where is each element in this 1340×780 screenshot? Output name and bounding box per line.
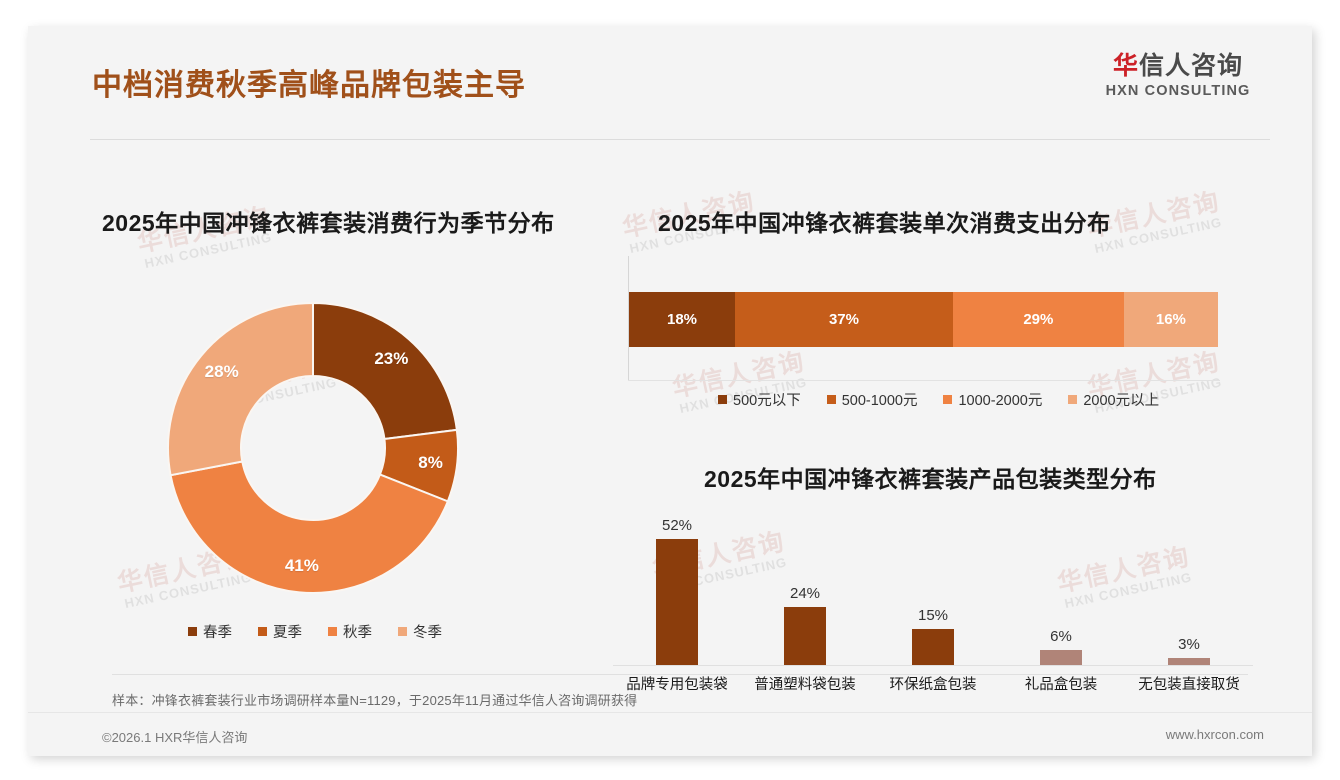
legend-item[interactable]: 2000元以上 (1068, 389, 1159, 410)
column-baseline (613, 665, 1253, 666)
column-value-label: 24% (789, 584, 821, 602)
legend-label: 春季 (203, 625, 232, 641)
donut-slice-value: 8% (418, 452, 443, 472)
column-item: 52% (613, 517, 741, 665)
logo-english: HXN CONSULTING (1105, 82, 1251, 99)
chart-title-packaging: 2025年中国冲锋衣裤套装产品包装类型分布 (704, 466, 1157, 492)
brand-logo: 华信人咨询 HXN CONSULTING (1088, 52, 1268, 99)
column-item: 3% (1125, 636, 1253, 665)
column-value-label: 52% (661, 517, 693, 534)
footnote-text: 样本：冲锋衣裤套装行业市场调研样本量N=1129，于2025年11月通过华信人咨… (112, 693, 638, 708)
donut-slice[interactable] (167, 301, 314, 477)
legend-swatch-icon (943, 395, 953, 404)
spend-legend: 500元以下 500-1000元 1000-2000元 2000元以上 (718, 389, 1185, 410)
column-category-label: 环保纸盒包装 (889, 677, 977, 693)
stacked-bar-segment[interactable]: 16% (1123, 292, 1218, 347)
donut-slice-value: 41% (284, 555, 319, 575)
column-item: 24% (741, 585, 869, 665)
column-bar[interactable] (1168, 657, 1210, 665)
footer-bar: ©2026.1 HXR华信人咨询 www.hxrcon.com (28, 712, 1312, 756)
chart-title-spend: 2025年中国冲锋衣裤套装单次消费支出分布 (658, 210, 1111, 236)
column-category-label: 普通塑料袋包装 (754, 677, 856, 693)
season-legend: 春季 夏季 秋季 冬季 (188, 621, 468, 642)
legend-item[interactable]: 冬季 (398, 621, 442, 642)
donut-slice[interactable] (312, 301, 458, 441)
column-category-label: 品牌专用包装袋 (626, 677, 728, 693)
donut-slice[interactable] (169, 460, 450, 594)
legend-item[interactable]: 夏季 (258, 621, 302, 642)
legend-label: 秋季 (343, 625, 372, 641)
legend-swatch-icon (826, 395, 836, 404)
page-title: 中档消费秋季高峰品牌包装主导 (92, 69, 526, 102)
footer-website: www.hxrcon.com (1165, 727, 1264, 742)
logo-chinese: 华信人咨询 (1088, 52, 1268, 81)
legend-label: 冬季 (413, 625, 442, 641)
donut-slice-value: 28% (204, 362, 239, 382)
stacked-bar: 18% 37% 29% 16% (629, 292, 1218, 347)
logo-rest-chars: 信人咨询 (1139, 52, 1244, 80)
donut-slice-value: 23% (374, 349, 409, 369)
legend-label: 500-1000元 (841, 393, 918, 409)
legend-swatch-icon (328, 627, 337, 636)
legend-item[interactable]: 500元以下 (718, 389, 801, 410)
season-donut-chart: 23% 8% 41% 28% (153, 288, 473, 608)
column-value-label: 6% (1050, 628, 1072, 646)
legend-swatch-icon (398, 627, 407, 636)
chart-title-season: 2025年中国冲锋衣裤套装消费行为季节分布 (102, 210, 555, 236)
legend-swatch-icon (1068, 395, 1078, 404)
stacked-axis-line (628, 256, 629, 381)
legend-swatch-icon (188, 627, 197, 636)
spend-stacked-chart: 18% 37% 29% 16% (628, 256, 1220, 381)
column-value-label: 15% (917, 606, 949, 624)
legend-swatch-icon (258, 627, 267, 636)
stacked-bar-segment[interactable]: 37% (735, 292, 953, 347)
footnote-divider (112, 674, 1248, 675)
header-divider (90, 139, 1270, 140)
legend-item[interactable]: 春季 (188, 621, 232, 642)
donut-svg (167, 301, 459, 594)
logo-accent-char: 华 (1112, 52, 1139, 80)
slide-header: 中档消费秋季高峰品牌包装主导 华信人咨询 HXN CONSULTING (28, 26, 1312, 124)
legend-label: 2000元以上 (1083, 393, 1160, 409)
watermark-en: HXN CONSULTING (1093, 214, 1224, 257)
legend-item[interactable]: 秋季 (328, 621, 372, 642)
column-bar[interactable] (1040, 650, 1082, 665)
legend-label: 500元以下 (733, 393, 801, 409)
column-category-label: 礼品盒包装 (1024, 677, 1098, 693)
legend-item[interactable]: 1000-2000元 (943, 389, 1042, 410)
column-category-label: 无包装直接取货 (1138, 677, 1240, 693)
column-bar[interactable] (656, 539, 698, 665)
column-value-label: 3% (1178, 635, 1200, 653)
legend-swatch-icon (718, 395, 727, 404)
column-item: 15% (869, 607, 997, 665)
stacked-bar-segment[interactable]: 18% (629, 292, 736, 347)
column-bar[interactable] (912, 628, 954, 665)
legend-label: 夏季 (273, 625, 302, 641)
stacked-bar-segment[interactable]: 29% (952, 292, 1124, 347)
footer-copyright: ©2026.1 HXR华信人咨询 (102, 730, 248, 745)
stacked-baseline (628, 380, 1220, 381)
legend-item[interactable]: 500-1000元 (826, 389, 918, 410)
slide-card: 华信人咨询 HXN CONSULTING 华信人咨询 HXN CONSULTIN… (28, 26, 1312, 756)
legend-label: 1000-2000元 (958, 393, 1043, 409)
column-item: 6% (997, 628, 1125, 665)
column-bar[interactable] (784, 606, 826, 665)
packaging-column-chart: 52% 品牌专用包装袋 24% 普通塑料袋包装 15% 环保纸盒包装 6% 礼品盒包装 3% 无包… (613, 496, 1253, 693)
